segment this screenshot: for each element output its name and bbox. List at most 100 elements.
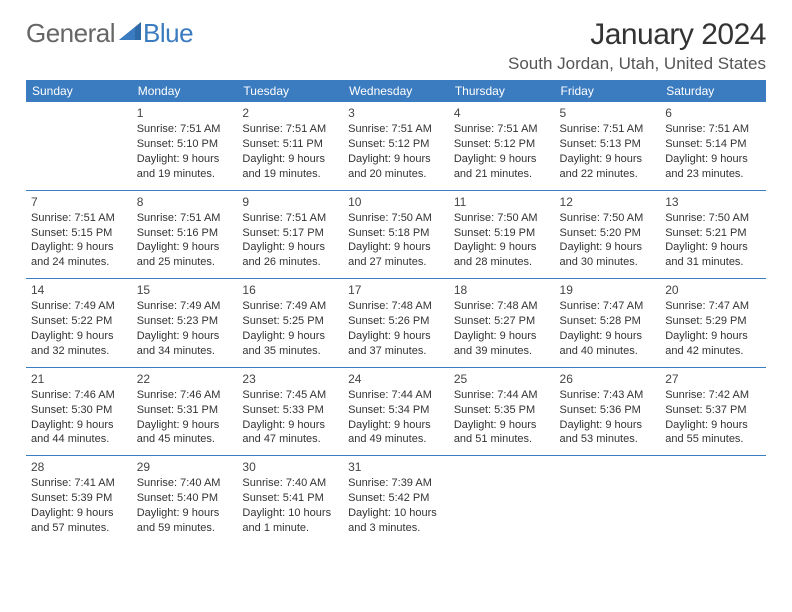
day-number: 18 — [454, 282, 550, 298]
calendar-week-row: 7Sunrise: 7:51 AMSunset: 5:15 PMDaylight… — [26, 190, 766, 279]
calendar-day-cell: 2Sunrise: 7:51 AMSunset: 5:11 PMDaylight… — [237, 102, 343, 190]
daylight-text: and 24 minutes. — [31, 255, 127, 270]
calendar-day-cell: 24Sunrise: 7:44 AMSunset: 5:34 PMDayligh… — [343, 367, 449, 456]
sunrise-text: Sunrise: 7:48 AM — [348, 299, 444, 314]
day-number: 5 — [560, 105, 656, 121]
sunset-text: Sunset: 5:41 PM — [242, 491, 338, 506]
daylight-text: and 53 minutes. — [560, 432, 656, 447]
daylight-text: Daylight: 9 hours — [242, 240, 338, 255]
calendar-day-cell: 12Sunrise: 7:50 AMSunset: 5:20 PMDayligh… — [555, 190, 661, 279]
sunset-text: Sunset: 5:39 PM — [31, 491, 127, 506]
daylight-text: Daylight: 9 hours — [454, 329, 550, 344]
daylight-text: Daylight: 9 hours — [560, 240, 656, 255]
daylight-text: Daylight: 9 hours — [31, 240, 127, 255]
sunrise-text: Sunrise: 7:39 AM — [348, 476, 444, 491]
sunset-text: Sunset: 5:11 PM — [242, 137, 338, 152]
calendar-day-cell: 15Sunrise: 7:49 AMSunset: 5:23 PMDayligh… — [132, 279, 238, 368]
day-number: 25 — [454, 371, 550, 387]
daylight-text: and 23 minutes. — [665, 167, 761, 182]
day-number: 1 — [137, 105, 233, 121]
sunset-text: Sunset: 5:37 PM — [665, 403, 761, 418]
sunrise-text: Sunrise: 7:46 AM — [137, 388, 233, 403]
calendar-day-cell: 18Sunrise: 7:48 AMSunset: 5:27 PMDayligh… — [449, 279, 555, 368]
daylight-text: and 55 minutes. — [665, 432, 761, 447]
calendar-day-cell: 30Sunrise: 7:40 AMSunset: 5:41 PMDayligh… — [237, 456, 343, 544]
daylight-text: Daylight: 9 hours — [665, 418, 761, 433]
daylight-text: and 59 minutes. — [137, 521, 233, 536]
day-number: 6 — [665, 105, 761, 121]
sunrise-text: Sunrise: 7:49 AM — [137, 299, 233, 314]
sunset-text: Sunset: 5:34 PM — [348, 403, 444, 418]
daylight-text: Daylight: 9 hours — [454, 418, 550, 433]
sunset-text: Sunset: 5:19 PM — [454, 226, 550, 241]
sunrise-text: Sunrise: 7:47 AM — [560, 299, 656, 314]
daylight-text: Daylight: 9 hours — [242, 329, 338, 344]
weekday-header-row: Sunday Monday Tuesday Wednesday Thursday… — [26, 80, 766, 102]
day-number: 14 — [31, 282, 127, 298]
daylight-text: Daylight: 9 hours — [137, 418, 233, 433]
sunset-text: Sunset: 5:21 PM — [665, 226, 761, 241]
daylight-text: Daylight: 9 hours — [560, 152, 656, 167]
sunset-text: Sunset: 5:27 PM — [454, 314, 550, 329]
sunrise-text: Sunrise: 7:50 AM — [665, 211, 761, 226]
sunset-text: Sunset: 5:26 PM — [348, 314, 444, 329]
daylight-text: Daylight: 9 hours — [31, 329, 127, 344]
daylight-text: and 51 minutes. — [454, 432, 550, 447]
day-number: 22 — [137, 371, 233, 387]
calendar-day-cell: 1Sunrise: 7:51 AMSunset: 5:10 PMDaylight… — [132, 102, 238, 190]
sunset-text: Sunset: 5:20 PM — [560, 226, 656, 241]
sunset-text: Sunset: 5:31 PM — [137, 403, 233, 418]
daylight-text: and 40 minutes. — [560, 344, 656, 359]
daylight-text: and 32 minutes. — [31, 344, 127, 359]
logo-triangle-icon — [119, 22, 141, 40]
daylight-text: Daylight: 9 hours — [137, 329, 233, 344]
daylight-text: Daylight: 9 hours — [242, 152, 338, 167]
title-block: January 2024 South Jordan, Utah, United … — [508, 18, 766, 74]
daylight-text: and 22 minutes. — [560, 167, 656, 182]
daylight-text: Daylight: 9 hours — [454, 240, 550, 255]
calendar-day-cell — [449, 456, 555, 544]
daylight-text: and 57 minutes. — [31, 521, 127, 536]
daylight-text: and 39 minutes. — [454, 344, 550, 359]
daylight-text: and 47 minutes. — [242, 432, 338, 447]
sunset-text: Sunset: 5:40 PM — [137, 491, 233, 506]
day-number: 28 — [31, 459, 127, 475]
daylight-text: Daylight: 9 hours — [665, 152, 761, 167]
sunrise-text: Sunrise: 7:47 AM — [665, 299, 761, 314]
calendar-day-cell: 11Sunrise: 7:50 AMSunset: 5:19 PMDayligh… — [449, 190, 555, 279]
sunrise-text: Sunrise: 7:49 AM — [31, 299, 127, 314]
daylight-text: Daylight: 9 hours — [454, 152, 550, 167]
calendar-day-cell: 3Sunrise: 7:51 AMSunset: 5:12 PMDaylight… — [343, 102, 449, 190]
day-number: 16 — [242, 282, 338, 298]
sunrise-text: Sunrise: 7:40 AM — [242, 476, 338, 491]
day-number: 29 — [137, 459, 233, 475]
sunrise-text: Sunrise: 7:48 AM — [454, 299, 550, 314]
sunset-text: Sunset: 5:22 PM — [31, 314, 127, 329]
sunset-text: Sunset: 5:42 PM — [348, 491, 444, 506]
daylight-text: Daylight: 9 hours — [31, 418, 127, 433]
sunrise-text: Sunrise: 7:51 AM — [31, 211, 127, 226]
daylight-text: and 42 minutes. — [665, 344, 761, 359]
day-number: 9 — [242, 194, 338, 210]
calendar-day-cell — [660, 456, 766, 544]
sunset-text: Sunset: 5:16 PM — [137, 226, 233, 241]
sunrise-text: Sunrise: 7:44 AM — [348, 388, 444, 403]
page-header: General Blue January 2024 South Jordan, … — [26, 18, 766, 74]
day-number: 15 — [137, 282, 233, 298]
daylight-text: Daylight: 9 hours — [348, 152, 444, 167]
daylight-text: and 25 minutes. — [137, 255, 233, 270]
sunrise-text: Sunrise: 7:51 AM — [348, 122, 444, 137]
weekday-header: Saturday — [660, 80, 766, 102]
daylight-text: and 21 minutes. — [454, 167, 550, 182]
daylight-text: and 26 minutes. — [242, 255, 338, 270]
daylight-text: and 35 minutes. — [242, 344, 338, 359]
calendar-day-cell — [26, 102, 132, 190]
calendar-day-cell: 7Sunrise: 7:51 AMSunset: 5:15 PMDaylight… — [26, 190, 132, 279]
day-number: 3 — [348, 105, 444, 121]
calendar-table: Sunday Monday Tuesday Wednesday Thursday… — [26, 80, 766, 544]
day-number: 27 — [665, 371, 761, 387]
day-number: 8 — [137, 194, 233, 210]
daylight-text: and 19 minutes. — [242, 167, 338, 182]
weekday-header: Tuesday — [237, 80, 343, 102]
daylight-text: and 31 minutes. — [665, 255, 761, 270]
